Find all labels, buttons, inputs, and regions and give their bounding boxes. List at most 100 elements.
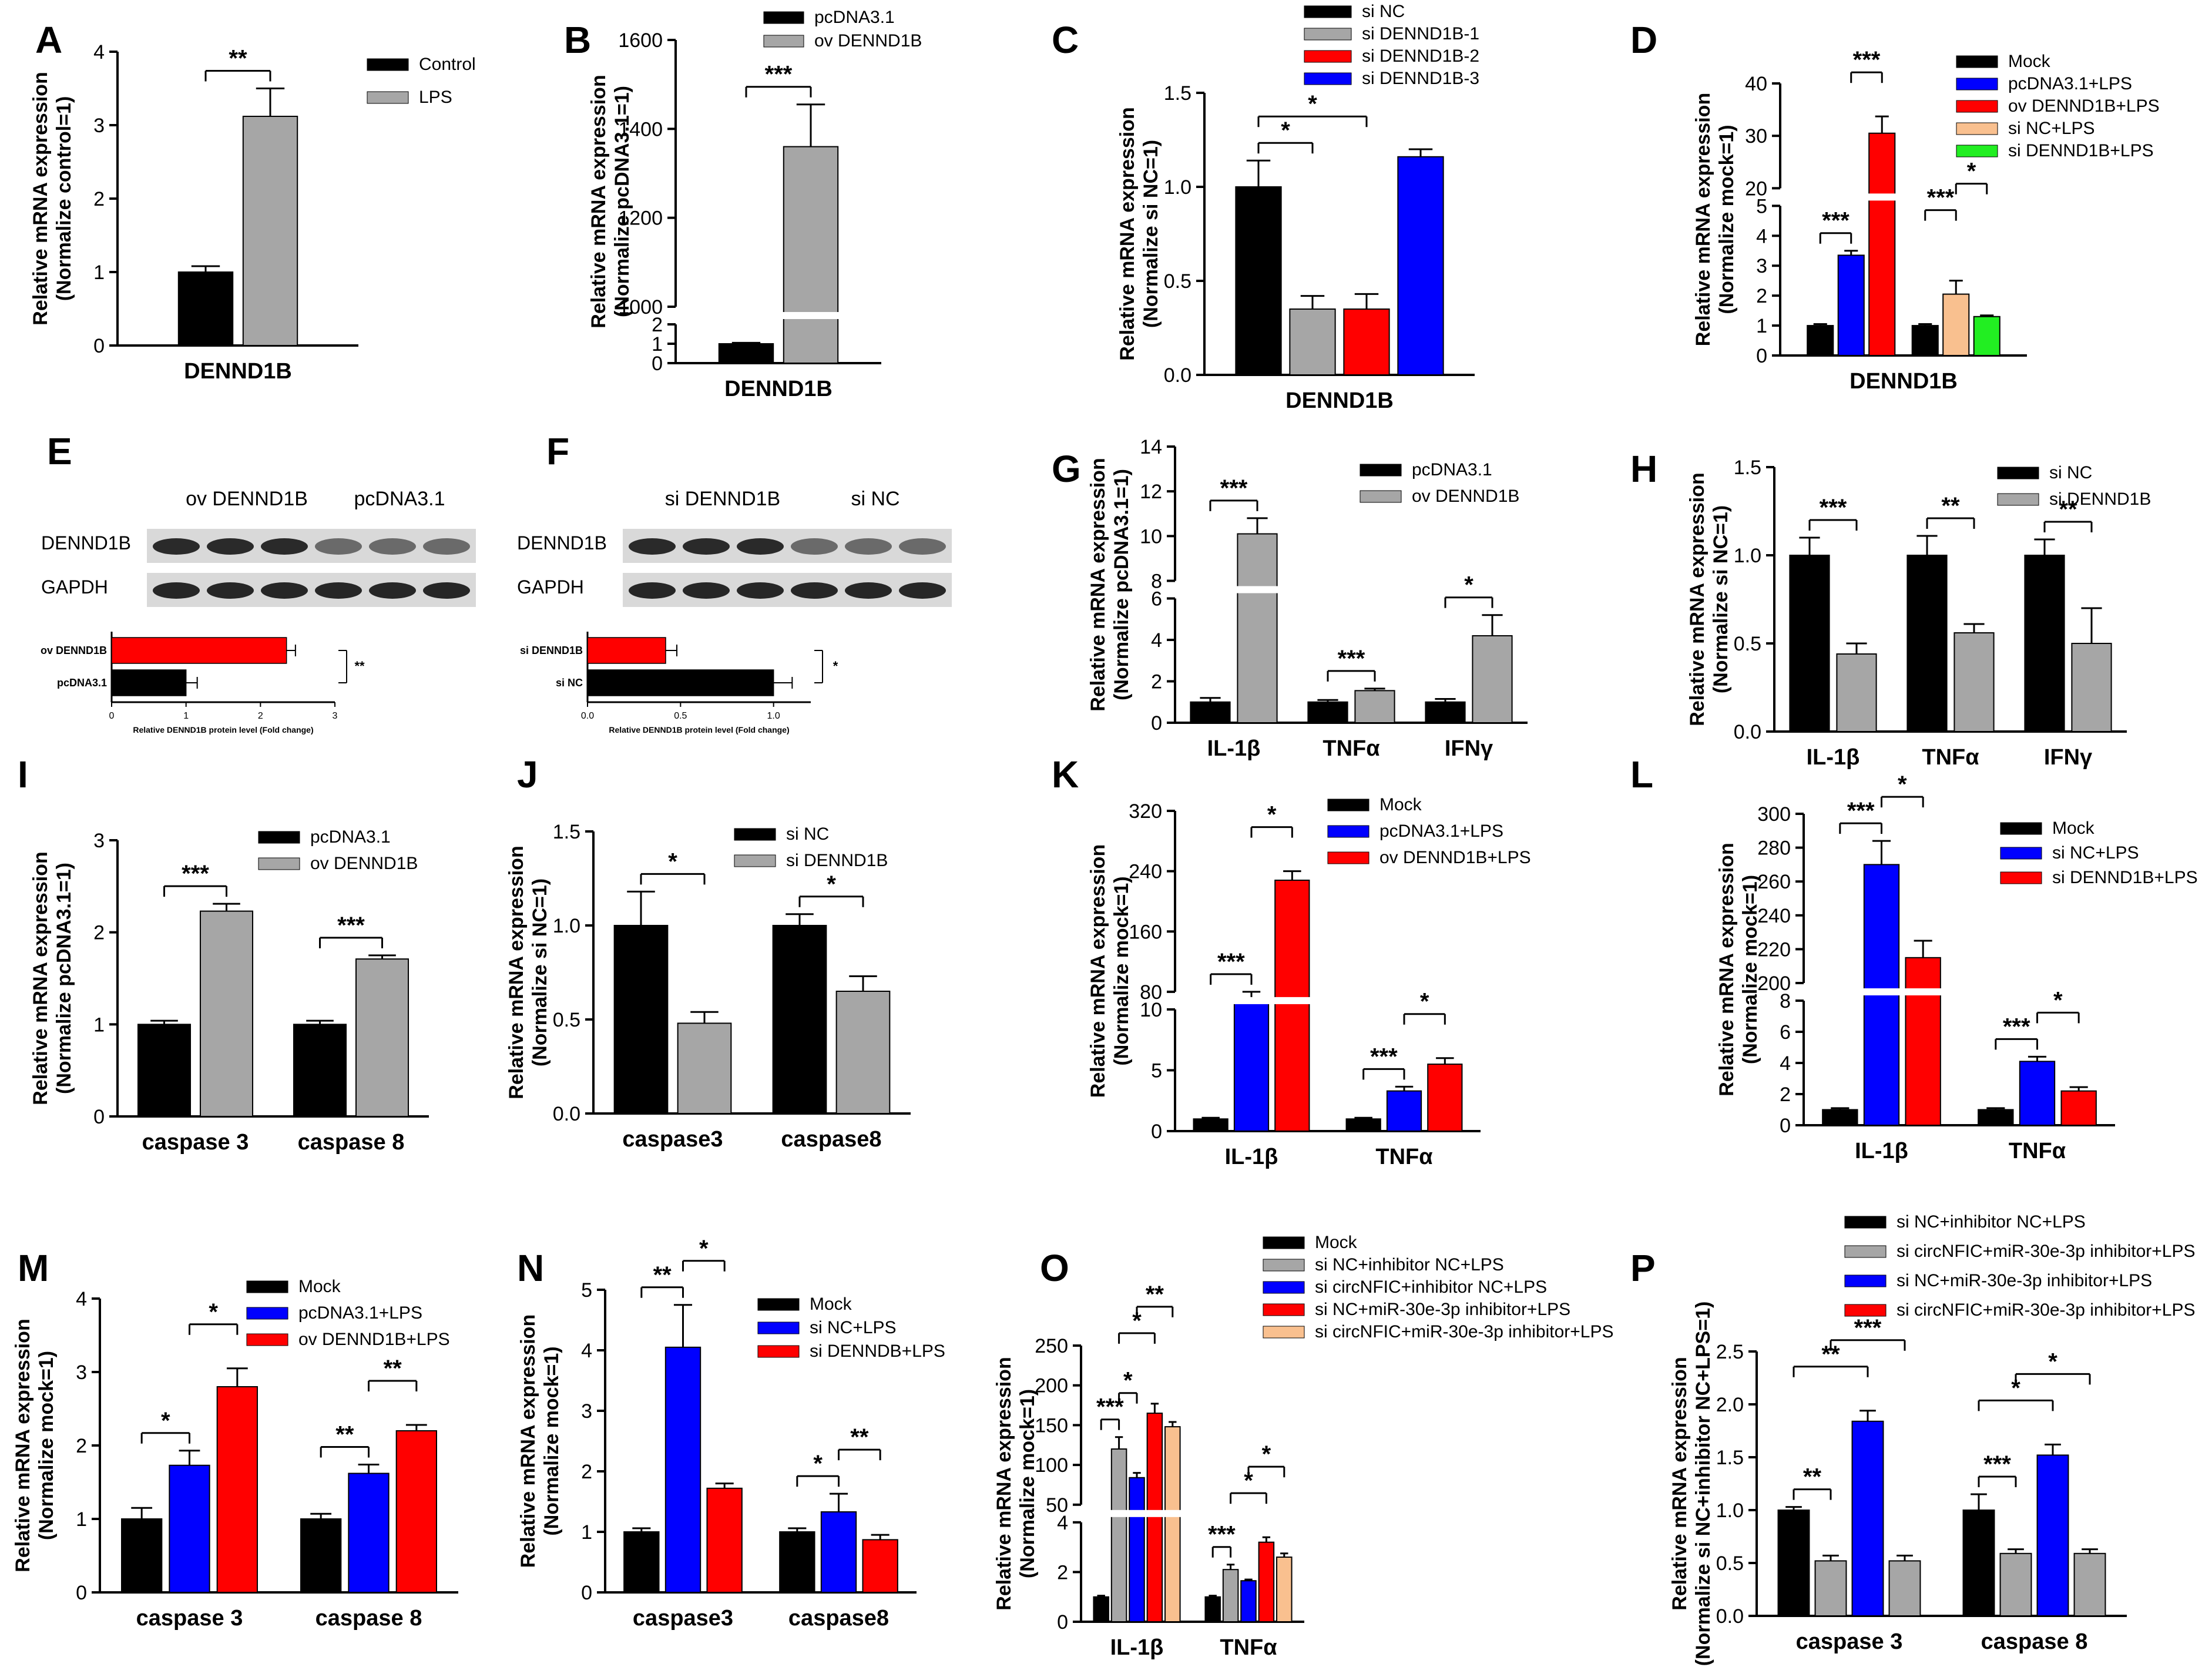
legend-swatch-K xyxy=(1327,799,1370,811)
bar-N-si DENNDB+LPS-caspase3 xyxy=(706,1487,743,1594)
legend-swatch-N xyxy=(757,1298,800,1311)
y-tick-label-I: 2 xyxy=(93,922,105,944)
y-tick-label-K: 10 xyxy=(1140,999,1162,1021)
y-axis-label-N: (Normalize mock=1) xyxy=(541,1346,563,1535)
legend-label-H: si DENND1B xyxy=(2049,489,2151,509)
legend-label-J: si DENND1B xyxy=(786,851,888,870)
y-tick-label-M: 0 xyxy=(76,1582,87,1604)
panel-O: O 0 2 450 100 150 200 250 Relative mRNA expressi… xyxy=(993,1233,1614,1660)
sig-label-H: ** xyxy=(1941,493,1960,519)
bar-O-si circNFIC+inhibitor NC+LPS-TNFα xyxy=(1240,1580,1257,1623)
legend-swatch-N xyxy=(757,1321,800,1334)
sig-label-J: * xyxy=(668,848,677,874)
legend-label-L: Mock xyxy=(2052,819,2095,838)
legend-label-D: si DENND1B+LPS xyxy=(2008,141,2154,160)
blot-band-E xyxy=(207,538,254,555)
y-axis-label-L: Relative mRNA expression xyxy=(1716,843,1738,1096)
blot-band-F xyxy=(683,582,730,599)
sig-label-G: *** xyxy=(1220,475,1248,501)
x-tick-label-N: caspase8 xyxy=(788,1606,889,1631)
legend-label-M: Mock xyxy=(298,1277,341,1296)
sig-label-A: ** xyxy=(229,46,247,72)
y-tick-label-J: 0.5 xyxy=(553,1009,580,1031)
sig-label-M: * xyxy=(161,1408,170,1434)
y-axis-label-G: (Normalize pcDNA3.1=1) xyxy=(1110,469,1133,700)
legend-label-P: si circNFIC+miR-30e-3p inhibitor+LPS xyxy=(1897,1300,2196,1320)
blot-band-E xyxy=(315,582,362,599)
bar-M-Mock-caspase 8 xyxy=(300,1518,342,1593)
blot-band-E xyxy=(315,538,362,555)
blot-band-F xyxy=(845,582,892,599)
panel-A: A 0 1 2 3 4 Relative mRNA expression (Normalize… xyxy=(29,19,476,384)
bar-D-pcDNA3.1+LPS-DENND1B xyxy=(1837,254,1865,356)
legend-swatch-J xyxy=(734,854,776,867)
axis-break-O xyxy=(1085,1510,1308,1517)
legend-swatch-N xyxy=(757,1345,800,1358)
quant-x-label-E: Relative DENND1B protein level (Fold cha… xyxy=(133,725,313,734)
y-axis-label-O: (Normalize mock=1) xyxy=(1016,1389,1039,1578)
y-axis-label-A: (Normalize control=1) xyxy=(53,96,75,301)
y-tick-label-O: 100 xyxy=(1035,1454,1068,1477)
legend-swatch-G xyxy=(1360,490,1402,503)
y-tick-label-G: 2 xyxy=(1151,671,1162,693)
legend-label-G: pcDNA3.1 xyxy=(1412,460,1492,479)
bar-H-si DENND1B-TNFα xyxy=(1953,632,1995,732)
legend-label-K: Mock xyxy=(1379,795,1422,814)
bar-L-Mock-TNFα xyxy=(1978,1109,2014,1126)
legend-swatch-D xyxy=(1956,55,1998,68)
bar-O-si NC+inhibitor NC+LPS-IL-1β xyxy=(1110,1448,1127,1623)
y-tick-label-M: 3 xyxy=(76,1361,87,1384)
y-tick-label-D: 2 xyxy=(1756,285,1767,307)
blot-band-E xyxy=(369,538,416,555)
y-axis-label-H: Relative mRNA expression xyxy=(1686,472,1708,726)
quant-sig-label-F: * xyxy=(833,659,838,673)
band-label-F: DENND1B xyxy=(517,532,607,554)
legend-label-I: pcDNA3.1 xyxy=(310,827,391,847)
y-tick-label-H: 1.0 xyxy=(1734,545,1761,567)
y-tick-label-B: 1600 xyxy=(618,29,663,52)
bar-D-si DENND1B+LPS-DENND1B xyxy=(1973,316,2000,357)
legend-label-L: si DENND1B+LPS xyxy=(2052,868,2198,887)
lane-label-E: ov DENND1B xyxy=(186,488,308,510)
y-tick-label-L: 4 xyxy=(1780,1052,1791,1075)
y-tick-label-D: 5 xyxy=(1756,195,1767,217)
sig-label-M: * xyxy=(209,1299,218,1325)
sig-label-O: *** xyxy=(1208,1522,1236,1548)
bar-G-ov DENND1B-IFNγ xyxy=(1472,635,1513,723)
y-axis-label-N: Relative mRNA expression xyxy=(517,1314,539,1568)
x-tick-label-P: caspase 3 xyxy=(1796,1629,1903,1654)
y-tick-label-M: 1 xyxy=(76,1508,87,1531)
y-tick-label-G: 12 xyxy=(1140,481,1162,503)
bar-M-ov DENND1B+LPS-caspase 8 xyxy=(395,1430,437,1593)
legend-swatch-D xyxy=(1956,122,1998,135)
sig-label-B: *** xyxy=(765,62,793,88)
bar-D-Mock-DENND1B xyxy=(1911,325,1939,357)
panel-letter-H: H xyxy=(1630,448,1657,490)
bar-K-pcDNA3.1+LPS-IL-1β xyxy=(1233,999,1270,1132)
legend-label-D: Mock xyxy=(2008,52,2051,71)
blot-band-E xyxy=(153,538,200,555)
panel-letter-C: C xyxy=(1052,19,1079,61)
bar-O-si NC+inhibitor NC+LPS-TNFα xyxy=(1222,1569,1239,1622)
sig-label-H: *** xyxy=(1820,495,1847,521)
x-tick-label-O: IL-1β xyxy=(1110,1635,1164,1660)
panel-D: D 0 1 2 3 4 520 30 40 Relative mRNA expression (No… xyxy=(1630,19,2160,394)
quant-bar-E xyxy=(111,669,187,696)
y-tick-label-G: 8 xyxy=(1151,571,1162,593)
bar-P-si circNFIC+miR-30e-3p inhibitor+LPS-caspase 3 xyxy=(1814,1560,1847,1616)
y-tick-label-L: 240 xyxy=(1757,905,1791,927)
y-tick-label-D: 3 xyxy=(1756,255,1767,277)
panel-letter-L: L xyxy=(1630,753,1653,796)
bar-G-pcDNA3.1-TNFα xyxy=(1307,701,1348,723)
bar-O-si NC+miR-30e-3p inhibitor+LPS-TNFα xyxy=(1258,1541,1275,1622)
blot-strip-E xyxy=(147,573,476,607)
y-axis-label-J: Relative mRNA expression xyxy=(505,846,528,1099)
legend-label-A: LPS xyxy=(419,88,452,107)
y-tick-label-N: 4 xyxy=(581,1340,592,1362)
bar-K-pcDNA3.1+LPS-TNFα xyxy=(1386,1090,1422,1132)
bar-D-Mock-DENND1B xyxy=(1807,325,1834,357)
panel-letter-G: G xyxy=(1052,448,1081,490)
sig-label-L: * xyxy=(2053,987,2063,1013)
y-tick-label-L: 200 xyxy=(1757,972,1791,995)
